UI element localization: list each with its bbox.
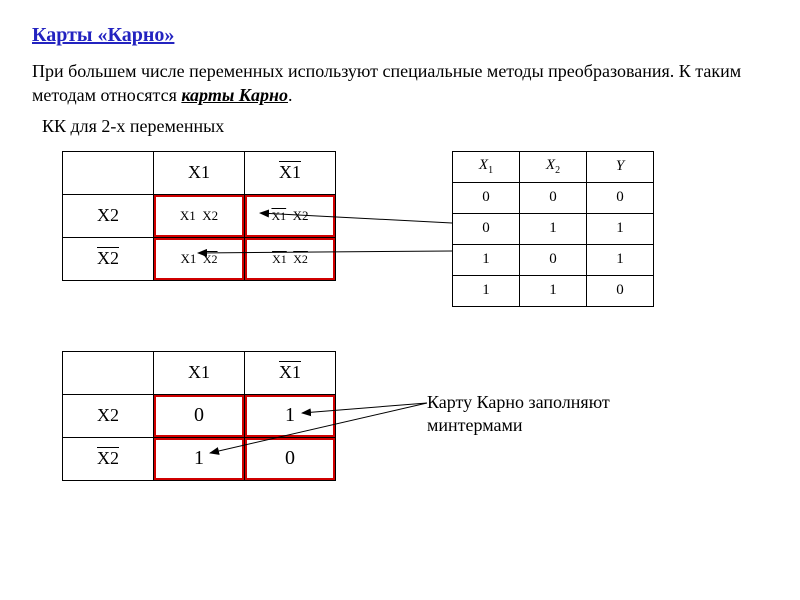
truth-col-0: X1 — [453, 151, 520, 182]
kmap2-rowhead-0: X2 — [63, 394, 154, 437]
table-row: 000 — [453, 182, 654, 213]
truth-col-1: X2 — [520, 151, 587, 182]
kmap-top: X1 X1 X2 X1 X2 X1 X2 X2 X1 X2 X1 X2 — [62, 151, 336, 281]
kmap2-corner — [63, 351, 154, 394]
truth-table: X1 X2 Y 000 011 101 110 — [452, 151, 654, 307]
kmap1-cell-00: X1 X2 — [154, 194, 245, 237]
kmap-bottom: X1 X1 X2 0 1 X2 1 0 — [62, 351, 336, 481]
kmap1-corner — [63, 151, 154, 194]
para-emph: карты Карно — [181, 85, 288, 105]
diagram-stage: X1 X1 X2 X1 X2 X1 X2 X2 X1 X2 X1 X2 X1 — [32, 151, 752, 571]
kmap1-cell-11: X1 X2 — [245, 237, 336, 280]
kmap2-cell-11: 0 — [245, 437, 336, 480]
subtitle: КК для 2-х переменных — [42, 116, 768, 137]
table-row: 101 — [453, 244, 654, 275]
kmap2-cell-01: 1 — [245, 394, 336, 437]
para-after: . — [288, 85, 293, 105]
kmap1-cell-01: X1 X2 — [245, 194, 336, 237]
kmap1-cell-10: X1 X2 — [154, 237, 245, 280]
truth-col-2: Y — [587, 151, 654, 182]
kmap1-rowhead-1: X2 — [63, 237, 154, 280]
kmap2-colhead-1: X1 — [245, 351, 336, 394]
kmap1-colhead-0: X1 — [154, 151, 245, 194]
para-before: При большем числе переменных используют … — [32, 61, 741, 105]
kmap1-rowhead-0: X2 — [63, 194, 154, 237]
page-title: Карты «Карно» — [32, 24, 768, 47]
kmap2-cell-10: 1 — [154, 437, 245, 480]
table-row: 011 — [453, 213, 654, 244]
kmap1-colhead-1: X1 — [245, 151, 336, 194]
caption-line1: Карту Карно заполняют — [427, 392, 610, 412]
kmap2-rowhead-1: X2 — [63, 437, 154, 480]
intro-paragraph: При большем числе переменных используют … — [32, 59, 768, 108]
kmap2-cell-00: 0 — [154, 394, 245, 437]
caption-line2: минтермами — [427, 415, 523, 435]
caption: Карту Карно заполняют минтермами — [427, 391, 610, 438]
kmap2-colhead-0: X1 — [154, 351, 245, 394]
table-row: 110 — [453, 275, 654, 306]
